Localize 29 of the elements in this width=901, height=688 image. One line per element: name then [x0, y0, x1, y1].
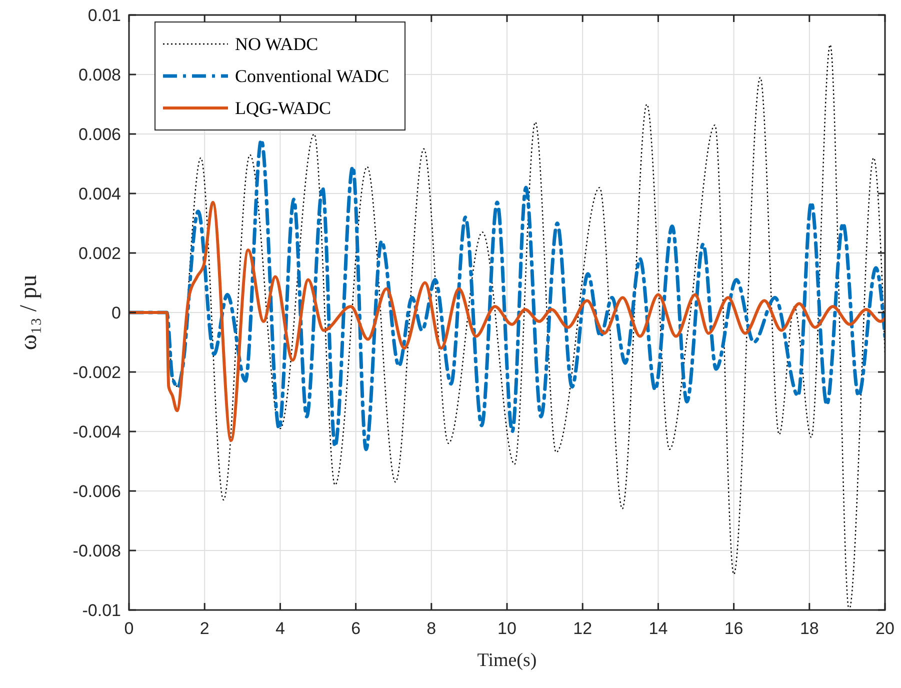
- x-tick-label: 10: [498, 619, 516, 638]
- y-axis-title: ω₁₃ / pu: [16, 274, 42, 350]
- x-tick-label: 4: [275, 619, 285, 638]
- x-tick-label: 16: [724, 619, 744, 638]
- legend-label: Conventional WADC: [235, 66, 390, 86]
- x-axis-title: Time(s): [477, 650, 537, 671]
- y-tick-label: 0.01: [88, 6, 121, 25]
- x-tick-label: 12: [573, 619, 592, 638]
- y-tick-label: 0.008: [78, 66, 121, 84]
- y-tick-label: -0.01: [82, 601, 121, 620]
- x-tick-label: 20: [876, 619, 894, 638]
- x-tick-label: 0: [124, 619, 134, 638]
- y-tick-label: 0.006: [78, 125, 121, 144]
- x-tick-label: 2: [200, 619, 210, 638]
- y-tick-label: -0.004: [72, 422, 121, 442]
- x-tick-label: 18: [800, 619, 819, 638]
- y-tick-label: -0.008: [72, 542, 121, 560]
- y-tick-label: 0.002: [78, 244, 121, 263]
- legend-label: LQG-WADC: [235, 98, 331, 118]
- y-tick-label: -0.006: [72, 482, 121, 501]
- line-series: [129, 200, 885, 442]
- line-series: [129, 138, 885, 452]
- y-tick-label: -0.002: [72, 363, 121, 382]
- legend-label: NO WADC: [235, 34, 318, 54]
- x-tick-label: 6: [351, 619, 361, 638]
- y-tick-label: 0: [112, 304, 121, 322]
- y-tick-label: 0.004: [78, 184, 121, 204]
- x-tick-label: 14: [648, 619, 668, 638]
- x-tick-label: 8: [426, 619, 436, 638]
